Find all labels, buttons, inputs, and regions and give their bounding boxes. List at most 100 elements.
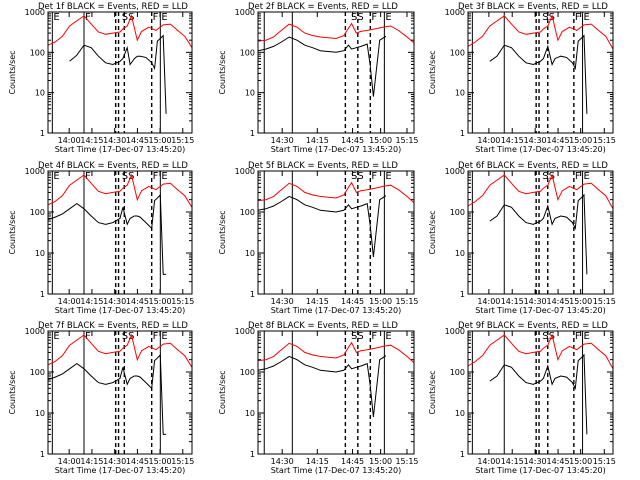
flag-label: F bbox=[371, 171, 377, 182]
plot-frame bbox=[257, 170, 415, 295]
y-tick-label: 1 bbox=[40, 129, 45, 138]
y-tick-label: 1000 bbox=[445, 167, 465, 176]
flag-label: F bbox=[575, 331, 581, 342]
series-events-line bbox=[47, 353, 167, 435]
flag-label: F bbox=[153, 12, 159, 23]
flag-label: F bbox=[371, 12, 377, 23]
x-tick-label: 15:15 bbox=[171, 457, 194, 466]
flag-label: E bbox=[53, 12, 59, 23]
plot-frame bbox=[467, 170, 614, 295]
x-tick-label: 14:30 bbox=[103, 457, 126, 466]
series-lld-line bbox=[47, 14, 193, 48]
x-tick-label: 14:00 bbox=[58, 457, 81, 466]
series-events-line bbox=[489, 193, 588, 275]
x-axis-label: Start Time (17-Dec-07 13:45:20) bbox=[475, 466, 606, 475]
flag-label: E bbox=[53, 331, 59, 342]
x-tick-label: 14:00 bbox=[477, 136, 500, 145]
x-axis-label: Start Time (17-Dec-07 13:45:20) bbox=[271, 306, 402, 315]
flag-label: F bbox=[85, 171, 91, 182]
x-tick-label: 14:30 bbox=[524, 136, 547, 145]
x-axis-label: Start Time (17-Dec-07 13:45:20) bbox=[271, 466, 402, 475]
flag-label: E bbox=[385, 331, 391, 342]
y-axis-label: Counts/sec bbox=[218, 210, 227, 254]
panel-title: Det 1f BLACK = Events, RED = LLD bbox=[38, 2, 188, 12]
x-tick-label: 15:00 bbox=[569, 457, 592, 466]
panel-title: Det 4f BLACK = Events, RED = LLD bbox=[38, 161, 188, 171]
plot-frame bbox=[47, 330, 193, 455]
series-events-line bbox=[257, 195, 387, 258]
x-axis-label: Start Time (17-Dec-07 13:45:20) bbox=[55, 145, 186, 154]
y-tick-label: 10 bbox=[455, 409, 465, 418]
y-tick-label: 100 bbox=[30, 48, 45, 57]
series-events-line bbox=[489, 353, 588, 435]
flag-label: F bbox=[371, 331, 377, 342]
panel-title: Det 9f BLACK = Events, RED = LLD bbox=[458, 321, 608, 331]
y-tick-label: 10 bbox=[35, 249, 45, 258]
y-tick-label: 1000 bbox=[235, 327, 255, 336]
flag-label: F bbox=[575, 171, 581, 182]
x-axis-label: Start Time (17-Dec-07 13:45:20) bbox=[55, 466, 186, 475]
y-tick-label: 100 bbox=[450, 208, 465, 217]
y-axis-label: Counts/sec bbox=[8, 210, 17, 254]
y-tick-label: 100 bbox=[30, 208, 45, 217]
plot-frame bbox=[257, 11, 415, 134]
y-tick-label: 100 bbox=[30, 368, 45, 377]
y-tick-label: 1 bbox=[250, 129, 255, 138]
flag-label: SS bbox=[122, 331, 135, 342]
x-tick-label: 14:15 bbox=[80, 457, 103, 466]
x-tick-label: 14:15 bbox=[306, 136, 329, 145]
x-tick-label: 15:15 bbox=[593, 297, 616, 306]
y-tick-label: 1 bbox=[460, 290, 465, 299]
y-tick-label: 1 bbox=[250, 450, 255, 459]
x-tick-label: 15:15 bbox=[395, 457, 418, 466]
y-tick-label: 1 bbox=[460, 450, 465, 459]
y-tick-label: 1 bbox=[40, 290, 45, 299]
x-tick-label: 15:00 bbox=[369, 457, 392, 466]
x-tick-label: 15:00 bbox=[149, 136, 172, 145]
x-tick-label: 14:15 bbox=[501, 457, 524, 466]
y-tick-label: 1000 bbox=[445, 8, 465, 17]
x-tick-label: 14:15 bbox=[501, 136, 524, 145]
x-tick-label: 14:45 bbox=[341, 136, 364, 145]
y-axis-label: Counts/sec bbox=[428, 50, 437, 94]
plot-frame bbox=[47, 11, 193, 134]
y-tick-label: 10 bbox=[455, 249, 465, 258]
y-axis-label: Counts/sec bbox=[218, 370, 227, 414]
y-tick-label: 1000 bbox=[25, 8, 45, 17]
x-tick-label: 15:15 bbox=[395, 136, 418, 145]
panel-title: Det 6f BLACK = Events, RED = LLD bbox=[458, 161, 608, 171]
x-tick-label: 14:15 bbox=[80, 297, 103, 306]
x-tick-label: 14:30 bbox=[103, 136, 126, 145]
series-lld-line bbox=[47, 173, 193, 208]
y-axis-label: Counts/sec bbox=[428, 210, 437, 254]
series-lld-line bbox=[467, 173, 614, 210]
y-tick-label: 1 bbox=[460, 129, 465, 138]
series-events-line bbox=[47, 193, 167, 275]
y-tick-label: 10 bbox=[35, 409, 45, 418]
y-tick-label: 1000 bbox=[25, 327, 45, 336]
series-lld-line bbox=[257, 341, 415, 363]
x-axis-label: Start Time (17-Dec-07 13:45:20) bbox=[55, 306, 186, 315]
x-axis-label: Start Time (17-Dec-07 13:45:20) bbox=[475, 145, 606, 154]
x-tick-label: 14:30 bbox=[524, 457, 547, 466]
x-tick-label: 14:15 bbox=[501, 297, 524, 306]
x-tick-label: 14:15 bbox=[80, 136, 103, 145]
x-tick-label: 14:15 bbox=[306, 297, 329, 306]
x-tick-label: 15:00 bbox=[149, 457, 172, 466]
x-tick-label: 15:00 bbox=[569, 297, 592, 306]
series-events-line bbox=[257, 355, 387, 418]
x-tick-label: 15:15 bbox=[171, 297, 194, 306]
series-events-line bbox=[69, 34, 167, 114]
plot-frame bbox=[467, 11, 614, 134]
x-tick-label: 15:00 bbox=[569, 136, 592, 145]
series-events-line bbox=[489, 34, 588, 114]
flag-label: E bbox=[161, 331, 167, 342]
x-tick-label: 14:45 bbox=[341, 297, 364, 306]
